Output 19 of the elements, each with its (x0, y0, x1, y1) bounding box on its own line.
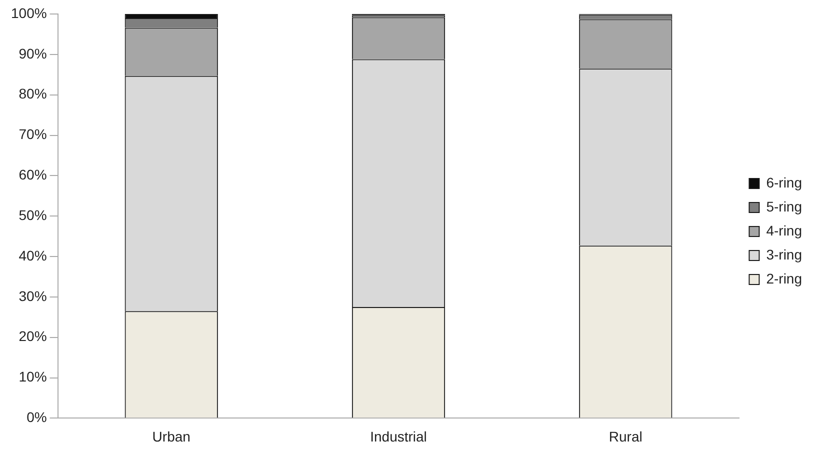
y-tick-label: 30% (18, 288, 47, 304)
legend-label: 4-ring (766, 222, 802, 238)
y-tick-label: 20% (18, 328, 47, 344)
y-tick-label: 0% (26, 409, 47, 426)
x-tick-label: Urban (152, 428, 190, 444)
y-tick-label: 40% (18, 247, 47, 264)
y-tick-label: 100% (10, 4, 47, 21)
y-tick-label: 80% (18, 86, 47, 102)
legend-label: 6-ring (766, 174, 802, 190)
legend-label: 3-ring (766, 246, 802, 262)
legend-label: 2-ring (766, 270, 802, 286)
y-tick-label: 60% (18, 166, 47, 183)
y-tick-label: 10% (18, 368, 47, 385)
y-tick-label: 50% (18, 206, 47, 223)
y-tick-label: 90% (18, 45, 47, 62)
x-tick-label: Industrial (370, 428, 427, 444)
x-tick-label: Rural (608, 428, 642, 444)
y-tick-label: 70% (18, 126, 47, 142)
legend-label: 5-ring (766, 198, 802, 214)
